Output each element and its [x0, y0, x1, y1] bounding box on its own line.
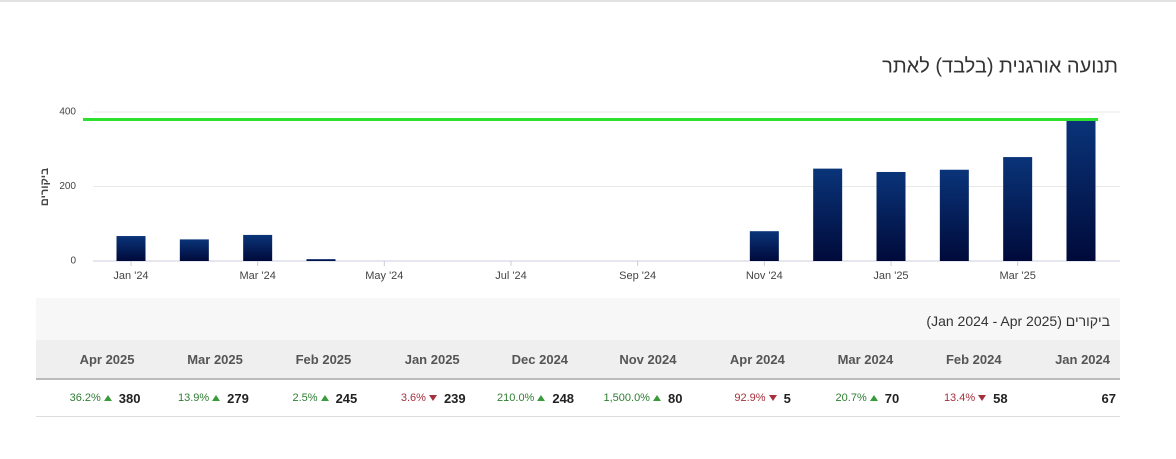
- x-tick-label: Mar '24: [239, 270, 275, 282]
- x-tick-label: Sep '24: [619, 270, 656, 282]
- bar: [243, 234, 273, 261]
- trend-arrow: [869, 395, 878, 401]
- bar: [1066, 119, 1096, 261]
- change-percent: 20.7%: [835, 392, 867, 404]
- column-header: Jan 2025: [361, 340, 470, 380]
- column-header: Apr 2025: [36, 340, 145, 380]
- value-cell: 239 3.6%: [361, 379, 470, 417]
- change-percent: 36.2%: [69, 392, 101, 404]
- visits-value: 80: [667, 390, 683, 406]
- arrow-shape: [320, 395, 329, 401]
- arrow-shape: [768, 395, 777, 401]
- table-title: ביקורים (Jan 2024 - Apr 2025): [36, 298, 1120, 340]
- bar: [749, 231, 779, 261]
- visits-value: 239: [443, 390, 466, 406]
- bar: [939, 169, 969, 261]
- value-cell: 67: [1011, 379, 1120, 417]
- change-percent: 13.4%: [943, 392, 976, 404]
- cell-content: 80 1,500.0%: [588, 391, 682, 406]
- column-header: Jan 2024: [1011, 340, 1120, 380]
- visits-value: 248: [552, 390, 575, 406]
- change-percent: 13.9%: [177, 392, 210, 404]
- trend-arrow: [212, 395, 221, 401]
- change-percent: 210.0%: [497, 392, 535, 404]
- x-tick-label: May '24: [365, 270, 403, 282]
- column-header: Dec 2024: [469, 340, 579, 380]
- visits-value: 380: [118, 390, 141, 406]
- cell-content: 5 92.9%: [696, 391, 790, 406]
- arrow-shape: [212, 395, 221, 401]
- arrow-shape: [103, 395, 112, 401]
- y-axis-label: ביקורים: [39, 168, 51, 206]
- visits-value: 279: [227, 390, 249, 406]
- bar: [813, 168, 843, 261]
- cell-content: 380 36.2%: [46, 390, 141, 406]
- trend-arrow: [320, 395, 329, 401]
- x-tick-label: Jul '24: [495, 270, 526, 282]
- column-header: Nov 2024: [578, 340, 687, 380]
- column-header: Feb 2024: [903, 340, 1012, 380]
- data-table: Jan 2024 Feb 2024 Mar 2024 Apr 2024 Nov 2024…: [36, 340, 1120, 417]
- trend-arrow: [978, 395, 987, 401]
- value-cell: 70 20.7%: [794, 379, 904, 417]
- cell-content: 245 2.5%: [263, 391, 357, 406]
- cell-content: 58 13.4%: [913, 390, 1008, 406]
- change-percent: 1,500.0%: [603, 392, 650, 404]
- arrow-shape: [537, 395, 546, 401]
- bar: [1003, 157, 1033, 261]
- visits-value: 70: [884, 390, 900, 406]
- arrow-shape: [978, 395, 987, 401]
- trend-arrow: [768, 395, 777, 401]
- column-header: Mar 2025: [144, 340, 253, 380]
- visits-value: 245: [335, 390, 358, 406]
- value-cell: 245 2.5%: [252, 379, 362, 417]
- column-header: Feb 2025: [252, 340, 362, 380]
- arrow-shape: [652, 395, 661, 401]
- x-tick-label: Jan '24: [113, 270, 148, 282]
- trend-arrow: [652, 395, 661, 401]
- chart-title: תנועה אורגנית (בלבד) לאתר: [882, 55, 1118, 77]
- visits-value: 5: [783, 390, 791, 406]
- change-percent: 3.6%: [400, 392, 426, 404]
- visits-value: 67: [1101, 390, 1116, 406]
- value-cell: 279 13.9%: [144, 379, 253, 417]
- bar: [179, 239, 209, 261]
- value-cell: 248 210.0%: [469, 379, 579, 417]
- bar: [306, 259, 336, 261]
- value-cell: 80 1,500.0%: [578, 379, 687, 417]
- trend-arrow: [537, 395, 546, 401]
- change-percent: 2.5%: [292, 392, 318, 404]
- chart: תנועה אורגנית (בלבד) לאתר ביקורים 0 200 40…: [39, 55, 1120, 282]
- y-tick-label: 400: [59, 107, 76, 118]
- cell-content: 239 3.6%: [371, 390, 466, 406]
- value-cell: 380 36.2%: [36, 379, 145, 417]
- x-tick-label: Nov '24: [746, 270, 783, 282]
- value-cell: 5 92.9%: [686, 379, 795, 417]
- x-tick-label: Mar '25: [999, 270, 1035, 282]
- bar: [116, 236, 146, 261]
- column-header: Mar 2024: [794, 340, 904, 380]
- arrow-shape: [428, 395, 437, 401]
- change-percent: 92.9%: [734, 392, 766, 404]
- trend-arrow: [103, 395, 112, 401]
- cell-content: 70 20.7%: [805, 390, 900, 406]
- visits-value: 58: [993, 390, 1008, 406]
- column-header: Apr 2024: [686, 340, 795, 380]
- bar: [876, 171, 906, 261]
- cell-content: 279 13.9%: [154, 390, 249, 406]
- top-border: [0, 0, 1176, 2]
- table: ביקורים (Jan 2024 - Apr 2025) Jan 2024 Fe…: [36, 298, 1120, 417]
- y-tick-label: 0: [70, 256, 76, 267]
- cell-content: 248 210.0%: [480, 391, 574, 406]
- arrow-shape: [869, 395, 878, 401]
- trend-arrow: [428, 395, 437, 401]
- y-tick-label: 200: [59, 181, 76, 192]
- cell-content: 67: [1022, 391, 1116, 406]
- value-cell: 58 13.4%: [903, 379, 1012, 417]
- x-tick-label: Jan '25: [873, 270, 908, 282]
